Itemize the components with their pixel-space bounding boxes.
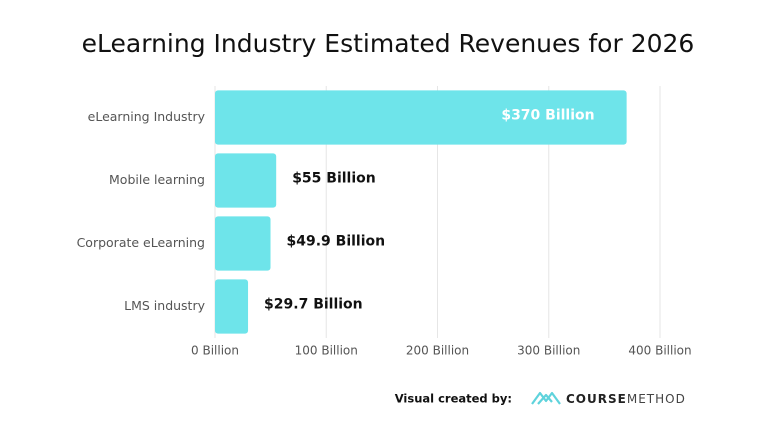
footer: Visual created by: COURSEMETHOD	[395, 391, 686, 406]
value-label: $29.7 Billion	[264, 297, 363, 313]
x-tick-label: 400 Billion	[628, 344, 691, 358]
x-tick-label: 300 Billion	[517, 344, 580, 358]
y-tick-label: eLearning Industry	[88, 109, 206, 124]
y-tick-label: LMS industry	[124, 298, 205, 313]
bar	[215, 216, 271, 271]
x-tick-label: 0 Billion	[191, 344, 239, 358]
bar	[215, 153, 277, 208]
y-tick-label: Corporate eLearning	[77, 235, 205, 250]
value-label: $370 Billion	[501, 108, 594, 124]
x-tick-label: 200 Billion	[406, 344, 469, 358]
value-label: $55 Billion	[292, 171, 376, 187]
logo-icon	[531, 391, 561, 405]
bars: eLearning Industry $370 Billion Mobile lea…	[77, 90, 627, 334]
brand: COURSEMETHOD	[566, 392, 686, 406]
brand-bold: COURSE	[566, 392, 627, 406]
x-tick-label: 100 Billion	[295, 344, 358, 358]
bar	[215, 90, 627, 145]
y-tick-label: Mobile learning	[109, 172, 205, 187]
brand-light: METHOD	[627, 392, 686, 406]
credit: Visual created by:	[395, 392, 512, 406]
chart-title: eLearning Industry Estimated Revenues fo…	[82, 29, 695, 58]
value-label: $49.9 Billion	[287, 234, 386, 250]
bar	[215, 279, 249, 334]
